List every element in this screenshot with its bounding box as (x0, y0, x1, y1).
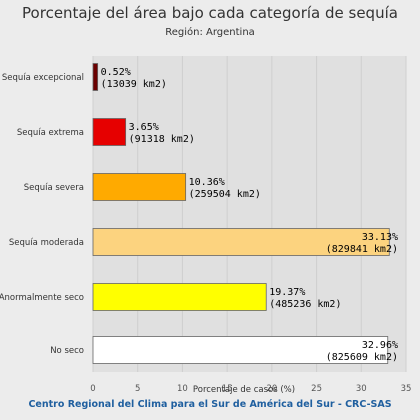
value-label: 3.65% (129, 122, 159, 133)
area-label: (829841 km2) (326, 244, 398, 255)
category-label: Sequía moderada (9, 238, 84, 248)
bar (92, 336, 389, 364)
area-label: (825609 km2) (326, 352, 398, 363)
x-tick-label: 20 (266, 384, 277, 394)
area-label: (13039 km2) (101, 79, 167, 90)
x-tick-label: 10 (177, 384, 188, 394)
x-tick-label: 35 (401, 384, 412, 394)
bar (92, 118, 127, 146)
category-label: Sequía excepcional (2, 73, 84, 83)
x-tick-label: 0 (90, 384, 95, 394)
bar (92, 228, 390, 256)
labels: Sequía excepcional 0.52%(13039 km2) Sequía… (0, 67, 398, 363)
area-label: (91318 km2) (129, 134, 195, 145)
bar (92, 173, 187, 201)
x-axis-ticks: 0 5 10 15 20 25 30 35 (90, 384, 411, 394)
category-label: No seco (50, 346, 84, 356)
x-axis-title: Porcentaje de casos (%) (193, 385, 295, 395)
x-tick-label: 15 (222, 384, 233, 394)
value-label: 0.52% (101, 67, 131, 78)
value-label: 33.13% (362, 232, 398, 243)
area-label: (485236 km2) (269, 299, 341, 310)
value-label: 10.36% (189, 177, 225, 188)
value-label: 32.96% (362, 340, 398, 351)
bars (92, 63, 390, 364)
category-label: Anormalmente seco (0, 293, 84, 303)
category-label: Sequía extrema (17, 128, 84, 138)
chart-subtitle: Región: Argentina (165, 27, 255, 38)
x-tick-label: 25 (311, 384, 322, 394)
x-tick-label: 5 (135, 384, 140, 394)
area-label: (259504 km2) (189, 189, 261, 200)
bar (92, 63, 99, 91)
plot-area (93, 56, 406, 372)
x-tick-label: 30 (356, 384, 367, 394)
category-label: Sequía severa (24, 183, 84, 193)
grid-lines (92, 56, 407, 372)
value-label: 19.37% (269, 287, 305, 298)
bar (92, 283, 267, 311)
credits-footer: Centro Regional del Clima para el Sur de… (28, 399, 392, 410)
chart-title: Porcentaje del área bajo cada categoría … (22, 4, 398, 22)
